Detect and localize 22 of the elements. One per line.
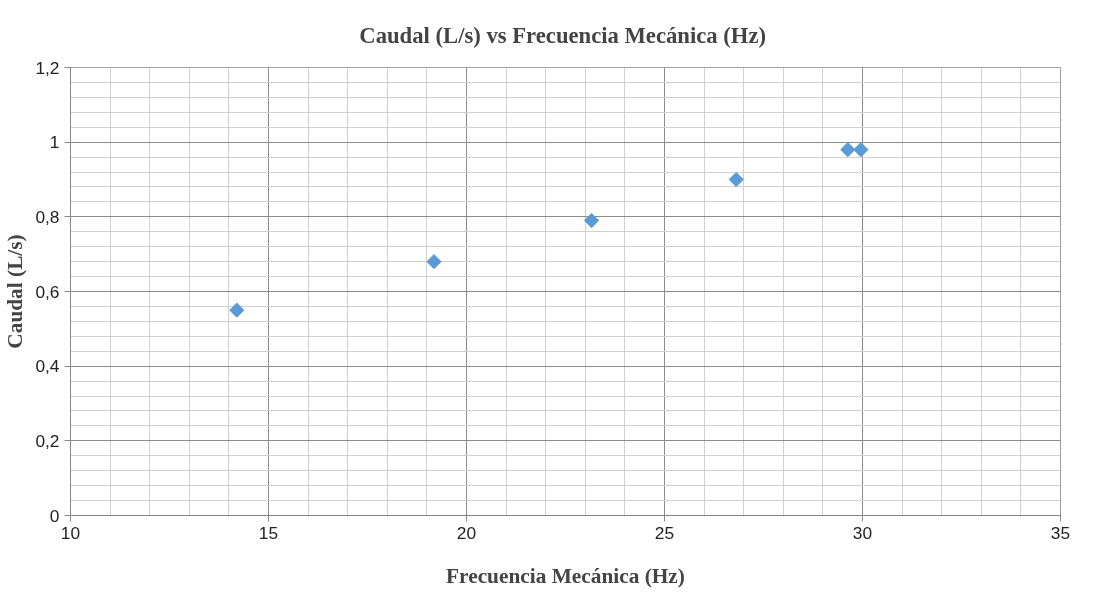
point (426, 254, 442, 270)
y-tick-label: 0,2 (35, 430, 60, 451)
x-tick-label: 10 (60, 522, 81, 543)
y-tick-label: 0,8 (35, 206, 60, 227)
x-tick-label: 15 (258, 522, 279, 543)
x-tick-label: 20 (456, 522, 477, 543)
point (853, 142, 869, 158)
point (229, 302, 245, 318)
point (728, 171, 744, 188)
x-tick-label: 35 (1050, 522, 1071, 543)
y-tick-label: 1,2 (35, 57, 60, 78)
chart-title: Caudal (L/s) vs Frecuencia Mecánica (Hz) (359, 22, 767, 48)
x-tick-label: 30 (852, 522, 873, 543)
y-axis-title: Caudal (L/s) (3, 234, 28, 349)
point (840, 142, 856, 158)
point (584, 213, 600, 229)
x-axis-title: Frecuencia Mecánica (Hz) (446, 563, 685, 588)
y-tick-label: 0,4 (35, 356, 60, 377)
y-tick-label: 1 (49, 132, 60, 153)
y-tick-label: 0,6 (35, 281, 60, 302)
y-tick-label: 0 (49, 505, 60, 526)
x-tick-label: 25 (654, 522, 675, 543)
